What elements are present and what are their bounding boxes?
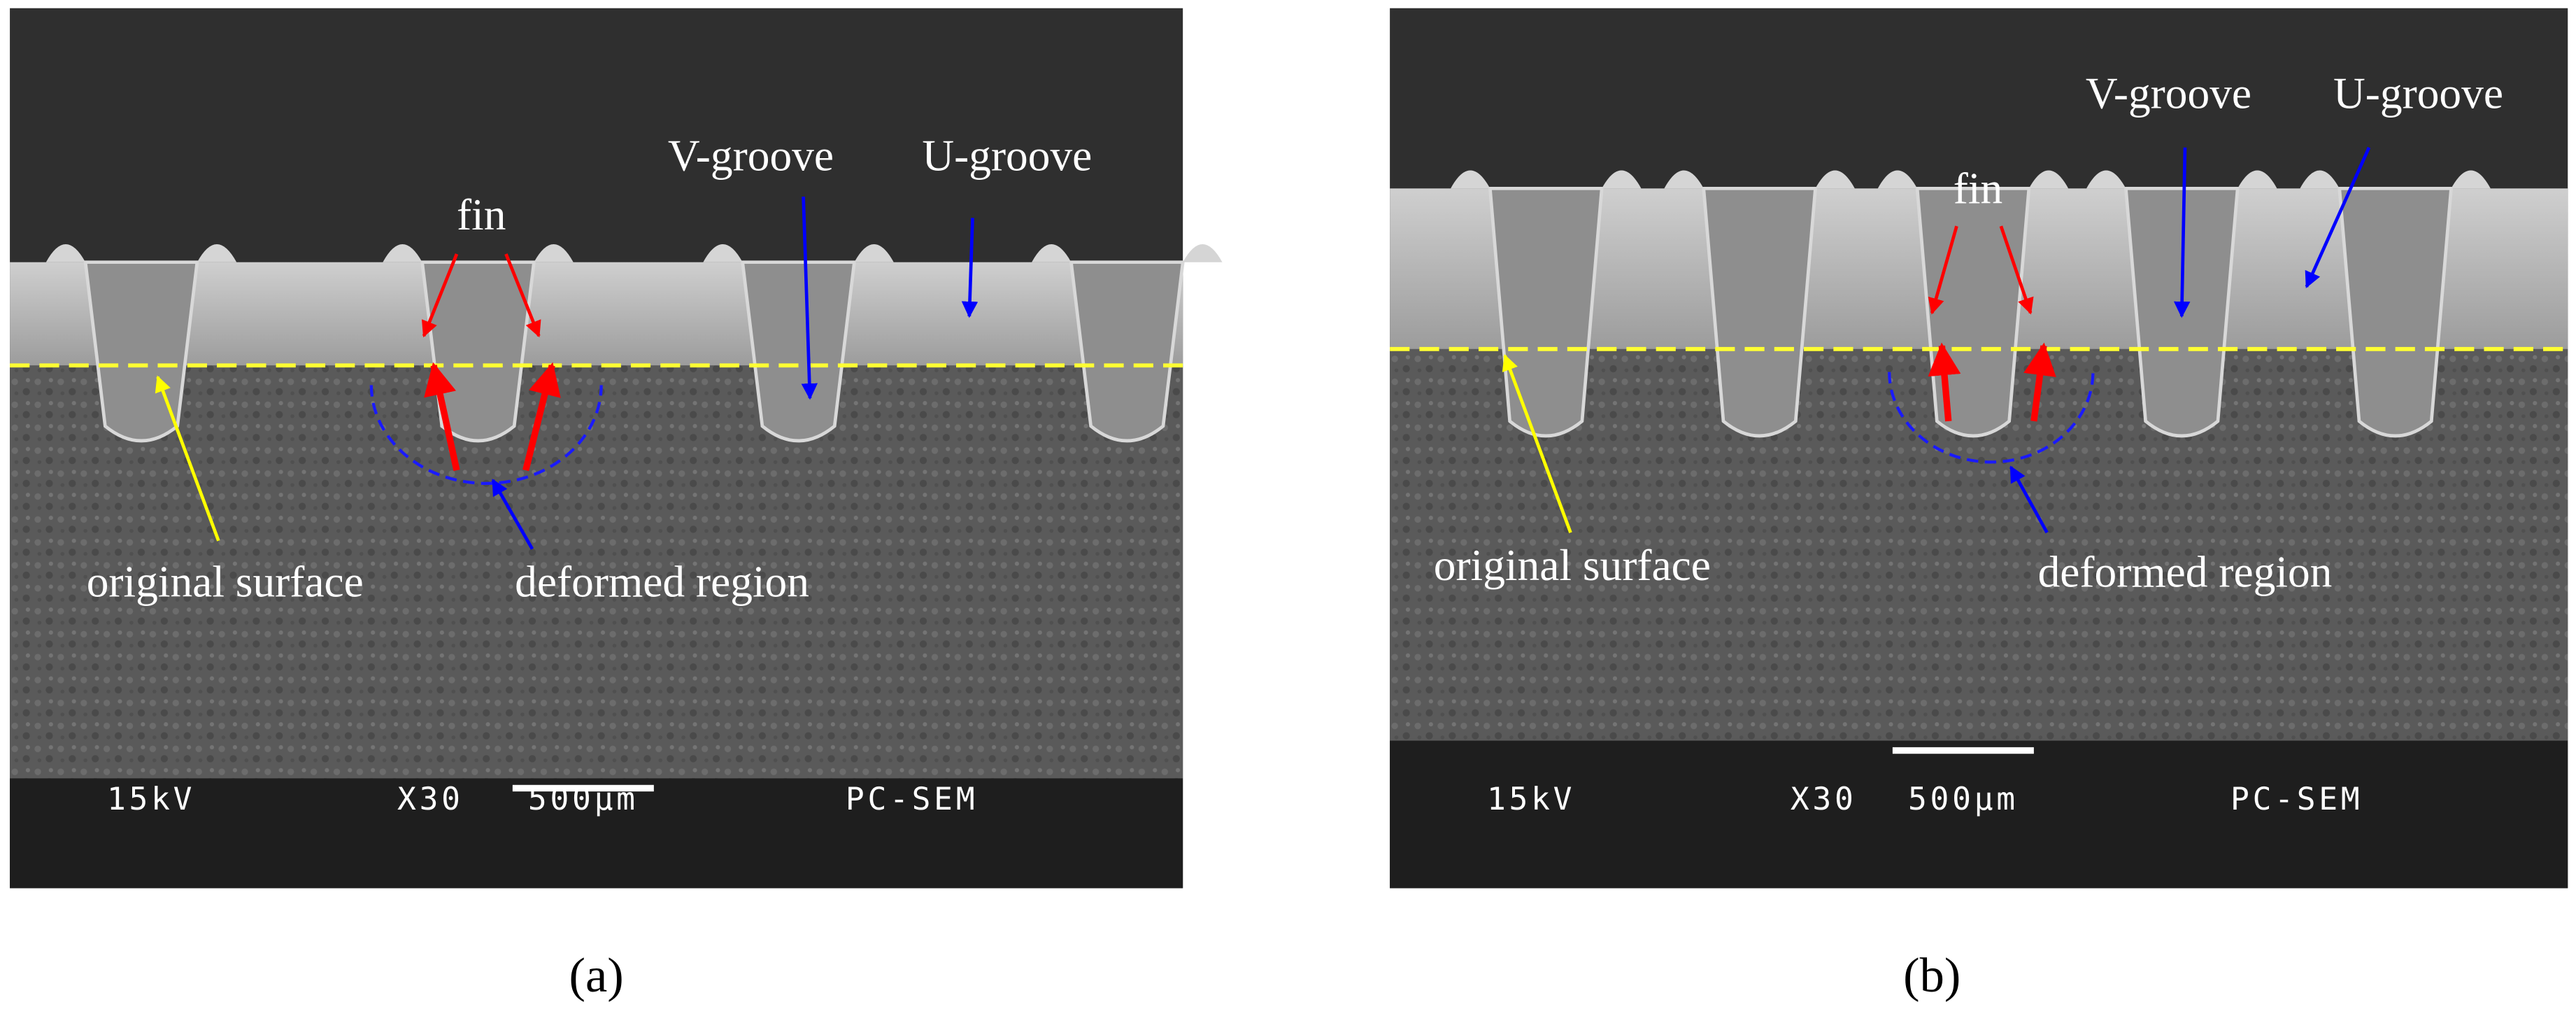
fin-ridge [703, 244, 743, 262]
fin-ridge [2086, 170, 2126, 189]
arrow [504, 253, 541, 338]
annotation: deformed region [2038, 547, 2333, 596]
arrow [421, 253, 459, 338]
arrow [1928, 225, 1958, 315]
fin-ridge [2028, 170, 2069, 189]
fin-ridge [1815, 170, 1855, 189]
sem-info: X30 [397, 781, 464, 817]
groove [2337, 186, 2454, 438]
annotation: original surface [87, 558, 364, 607]
groove [1702, 186, 1818, 438]
fin-ridge [1032, 244, 1072, 262]
groove [1488, 186, 1604, 438]
annotation: original surface [1434, 541, 1711, 590]
arrow [2305, 146, 2371, 288]
deformed-arc [369, 385, 603, 485]
arrow [961, 218, 979, 318]
sem-info: 15kV [107, 781, 195, 817]
annotation: fin [457, 190, 506, 239]
arrow [522, 362, 561, 472]
sem-panel: fin V-groove U-groove original surface defor… [10, 8, 1223, 889]
fin-ridge [1451, 170, 1490, 189]
groove [741, 260, 857, 443]
annotation: U-groove [2333, 69, 2503, 118]
arrow [1999, 225, 2034, 315]
fin-ridge [197, 244, 237, 262]
arrow [2173, 147, 2191, 318]
arrow [424, 362, 460, 472]
sem-info: PC-SEM [846, 781, 978, 817]
panel-caption: (a) [569, 948, 624, 1003]
arrow [155, 375, 220, 542]
fin-ridge [1183, 244, 1223, 262]
annotation: deformed region [515, 558, 809, 607]
arrow [2009, 465, 2049, 534]
fin-ridge [534, 244, 574, 262]
groove [1915, 186, 2031, 438]
annotation: V-groove [2086, 69, 2251, 118]
arrow [1928, 342, 1961, 422]
arrow [2023, 342, 2056, 422]
fin-ridge [1602, 170, 1642, 189]
panel-caption: (b) [1903, 948, 1961, 1003]
info-bar [10, 778, 1183, 889]
fin-ridge [45, 244, 86, 262]
fin-ridge [383, 244, 422, 262]
info-bar [1390, 740, 2568, 889]
arrow [801, 196, 818, 400]
fin-ridge [1664, 170, 1704, 189]
sem-info: PC-SEM [2230, 781, 2363, 817]
fin-ridge [2237, 170, 2277, 189]
annotation: fin [1954, 164, 2002, 213]
arrow [1502, 354, 1572, 533]
groove [420, 260, 536, 443]
groove-band [10, 262, 1183, 366]
fin-ridge [854, 244, 894, 262]
sem-info: 500µm [1908, 781, 2019, 817]
fin-ridge [1877, 170, 1918, 189]
groove [83, 260, 199, 443]
sem-panel: fin V-groove U-groove original surface defor… [1390, 8, 2568, 889]
arrow [491, 479, 534, 550]
deformed-arc [1888, 372, 2095, 464]
annotation: U-groove [922, 132, 1092, 181]
sem-info: 500µm [528, 781, 639, 817]
sem-info: X30 [1791, 781, 1857, 817]
annotation: V-groove [668, 132, 834, 181]
groove [1069, 260, 1185, 443]
sem-info: 15kV [1487, 781, 1575, 817]
cross-section [10, 365, 1183, 779]
fin-ridge [2451, 170, 2491, 189]
fin-ridge [2300, 170, 2340, 189]
